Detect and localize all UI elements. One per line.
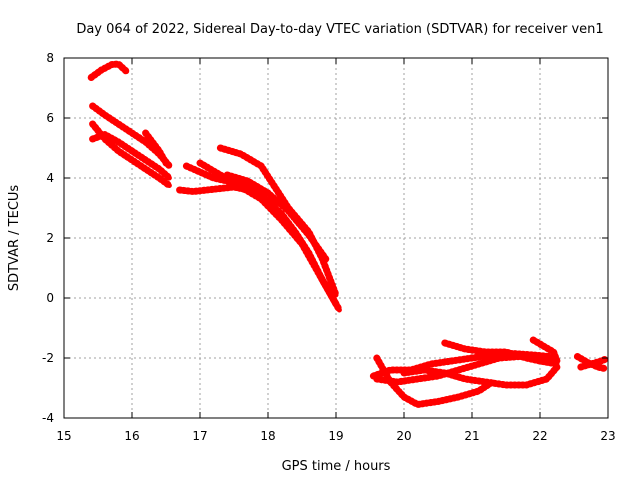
y-tick-label: 0	[46, 291, 54, 305]
x-tick-label: 20	[396, 429, 411, 443]
y-axis-label: SDTVAR / TECUs	[7, 185, 22, 292]
x-tick-label: 23	[600, 429, 615, 443]
series-a-markers	[87, 60, 131, 81]
series-p-markers	[529, 336, 561, 365]
axis-ticks: 15 16 17 18 19 20 21 22 23 -4 -2 0 2 4 6 8	[42, 51, 616, 443]
y-tick-label: -4	[42, 411, 54, 425]
y-tick-label: 8	[46, 51, 54, 65]
y-tick-label: 4	[46, 171, 54, 185]
series-m-markers	[373, 354, 496, 408]
x-axis-label: GPS time / hours	[282, 459, 391, 474]
x-tick-label: 19	[328, 429, 343, 443]
y-tick-label: -2	[42, 351, 54, 365]
series-r-markers	[577, 356, 609, 371]
chart-title: Day 064 of 2022, Sidereal Day-to-day VTE…	[76, 22, 603, 37]
x-tick-label: 16	[124, 429, 139, 443]
series-e-markers	[142, 129, 170, 167]
data-series	[87, 60, 609, 408]
series-c-markers	[89, 120, 173, 189]
x-tick-label: 22	[532, 429, 547, 443]
series-h-markers	[196, 159, 343, 314]
series-d-markers	[89, 131, 173, 182]
series-o-markers	[441, 339, 561, 368]
x-tick-label: 15	[56, 429, 71, 443]
x-tick-label: 21	[464, 429, 479, 443]
series-j-markers	[223, 171, 330, 263]
series-n-markers	[400, 363, 561, 389]
x-tick-label: 18	[260, 429, 275, 443]
y-tick-label: 2	[46, 231, 54, 245]
grid-lines	[64, 58, 608, 418]
x-tick-label: 17	[192, 429, 207, 443]
y-tick-label: 6	[46, 111, 54, 125]
